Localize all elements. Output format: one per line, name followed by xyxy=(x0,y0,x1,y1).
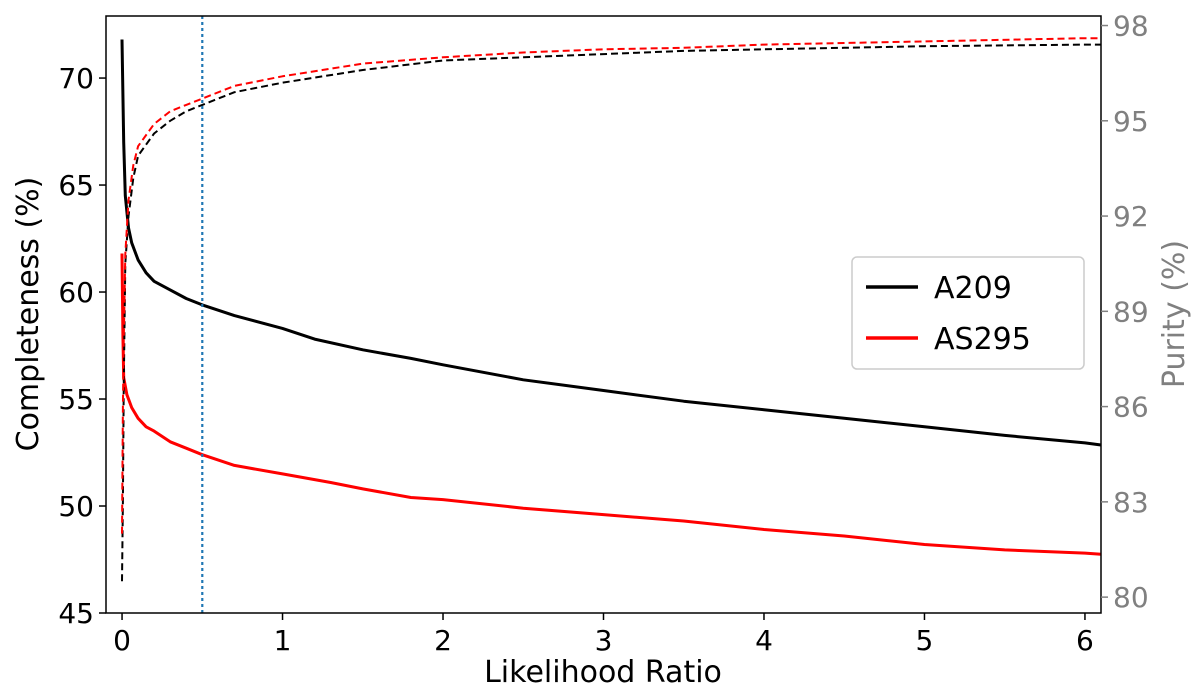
legend-label-a209: A209 xyxy=(934,271,1012,306)
x-tick-label: 2 xyxy=(434,624,452,657)
series-line-as295 xyxy=(120,253,1102,556)
y-tick-label: 55 xyxy=(58,383,94,416)
right-y-axis-ticks: 80 83 86 89 92 95 98 xyxy=(1101,10,1149,614)
plot-lines xyxy=(120,37,1102,582)
series-line-a209-purity xyxy=(121,43,1101,582)
x-tick-label: 6 xyxy=(1076,624,1094,657)
x-tick-label: 0 xyxy=(113,624,131,657)
y2-tick-label: 86 xyxy=(1113,391,1149,424)
y2-tick-label: 83 xyxy=(1113,486,1149,519)
legend: A209 AS295 xyxy=(851,256,1085,370)
x-axis-ticks: 0 1 2 3 4 5 6 xyxy=(113,613,1094,657)
left-y-axis-title: Completeness (%) xyxy=(11,177,46,452)
y2-tick-label: 80 xyxy=(1113,581,1149,614)
x-tick-label: 5 xyxy=(916,624,934,657)
y2-tick-label: 89 xyxy=(1113,295,1149,328)
y-tick-label: 65 xyxy=(58,169,94,202)
left-y-axis-ticks: 45 50 55 60 65 70 xyxy=(58,62,106,630)
series-line-a209 xyxy=(120,39,1102,447)
y-tick-label: 60 xyxy=(58,276,94,309)
x-tick-label: 4 xyxy=(755,624,773,657)
legend-box xyxy=(851,256,1085,370)
legend-label-as295: AS295 xyxy=(934,322,1031,357)
y2-tick-label: 98 xyxy=(1113,10,1149,43)
y-tick-label: 70 xyxy=(58,62,94,95)
x-tick-label: 1 xyxy=(274,624,292,657)
x-axis-title: Likelihood Ratio xyxy=(484,655,722,690)
y2-tick-label: 95 xyxy=(1113,105,1149,138)
y2-tick-label: 92 xyxy=(1113,200,1149,233)
y-tick-label: 50 xyxy=(58,490,94,523)
right-y-axis-title: Purity (%) xyxy=(1157,240,1192,388)
y-tick-label: 45 xyxy=(58,597,94,630)
x-tick-label: 3 xyxy=(595,624,613,657)
